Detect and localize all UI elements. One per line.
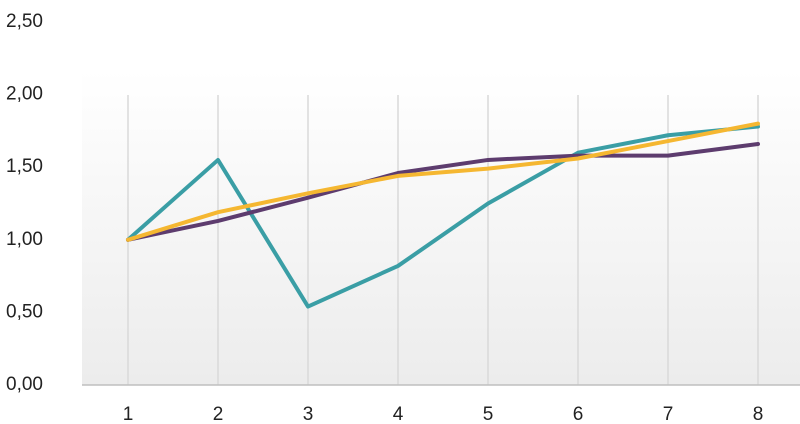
x-tick-label: 7 — [663, 404, 674, 424]
series-line — [126, 141, 760, 242]
x-tick-label: 2 — [213, 404, 224, 424]
y-tick-label: 2,50 — [6, 11, 43, 32]
x-tick-label: 8 — [753, 404, 764, 424]
x-tick-label: 6 — [573, 404, 584, 424]
y-tick-label: 0,00 — [6, 374, 43, 395]
x-tick-label: 4 — [393, 404, 404, 424]
x-tick-label: 3 — [303, 404, 314, 424]
series-line — [126, 124, 760, 309]
series-line — [126, 121, 760, 242]
x-tick-label: 1 — [123, 404, 134, 424]
y-tick-label: 2,00 — [6, 84, 43, 105]
y-tick-label: 0,50 — [6, 301, 43, 322]
y-tick-label: 1,50 — [6, 156, 43, 177]
x-tick-label: 5 — [483, 404, 494, 424]
y-tick-label: 1,00 — [6, 229, 43, 250]
plot-background — [82, 70, 800, 385]
